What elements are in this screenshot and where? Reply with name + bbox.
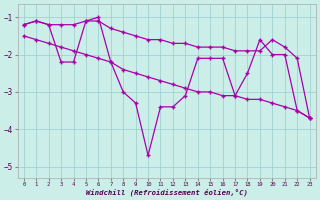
X-axis label: Windchill (Refroidissement éolien,°C): Windchill (Refroidissement éolien,°C) xyxy=(86,188,248,196)
